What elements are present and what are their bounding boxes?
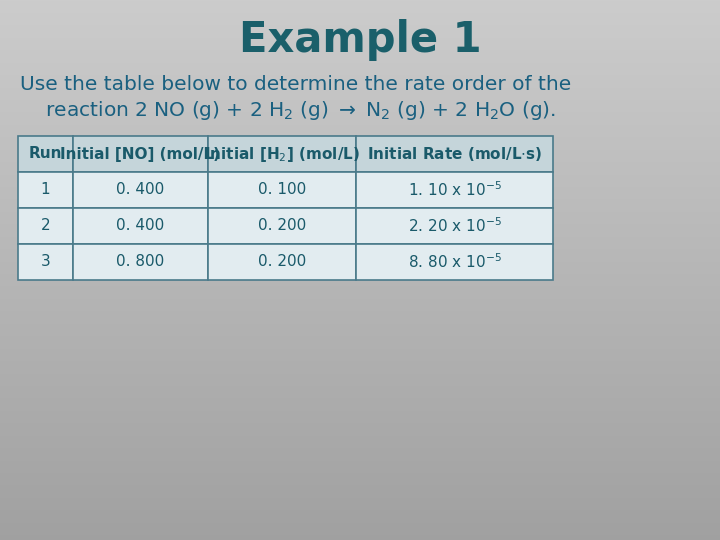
Text: 8. 80 x 10$^{-5}$: 8. 80 x 10$^{-5}$ — [408, 253, 501, 271]
Bar — [356, 172, 553, 208]
Text: reaction 2 NO (g) + 2 H$_2$ (g) $\rightarrow$ N$_2$ (g) + 2 H$_2$O (g).: reaction 2 NO (g) + 2 H$_2$ (g) $\righta… — [20, 98, 556, 122]
Bar — [73, 208, 208, 244]
Text: 1: 1 — [41, 183, 50, 198]
Text: Run: Run — [29, 146, 62, 161]
Text: 2: 2 — [41, 219, 50, 233]
Bar — [208, 244, 356, 280]
Bar — [18, 208, 73, 244]
Bar — [18, 172, 73, 208]
Text: Initial [NO] (mol/L): Initial [NO] (mol/L) — [60, 146, 220, 161]
Bar — [73, 172, 208, 208]
Bar — [18, 244, 73, 280]
Bar — [208, 208, 356, 244]
Text: Example 1: Example 1 — [239, 19, 481, 61]
Bar — [356, 244, 553, 280]
Text: 0. 200: 0. 200 — [258, 254, 306, 269]
Bar — [73, 244, 208, 280]
Text: 3: 3 — [40, 254, 50, 269]
Text: Initial Rate (mol/L$\cdot$s): Initial Rate (mol/L$\cdot$s) — [366, 145, 542, 163]
Bar — [18, 136, 73, 172]
Text: 0. 400: 0. 400 — [117, 183, 165, 198]
Bar — [208, 136, 356, 172]
Bar — [356, 136, 553, 172]
Text: 0. 400: 0. 400 — [117, 219, 165, 233]
Text: 0. 200: 0. 200 — [258, 219, 306, 233]
Bar — [73, 136, 208, 172]
Bar — [356, 208, 553, 244]
Text: 2. 20 x 10$^{-5}$: 2. 20 x 10$^{-5}$ — [408, 217, 501, 235]
Text: 0. 800: 0. 800 — [117, 254, 165, 269]
Bar — [208, 172, 356, 208]
Text: Initial [H$_2$] (mol/L): Initial [H$_2$] (mol/L) — [204, 145, 360, 164]
Text: 1. 10 x 10$^{-5}$: 1. 10 x 10$^{-5}$ — [408, 181, 501, 199]
Text: 0. 100: 0. 100 — [258, 183, 306, 198]
Text: Use the table below to determine the rate order of the: Use the table below to determine the rat… — [20, 76, 571, 94]
